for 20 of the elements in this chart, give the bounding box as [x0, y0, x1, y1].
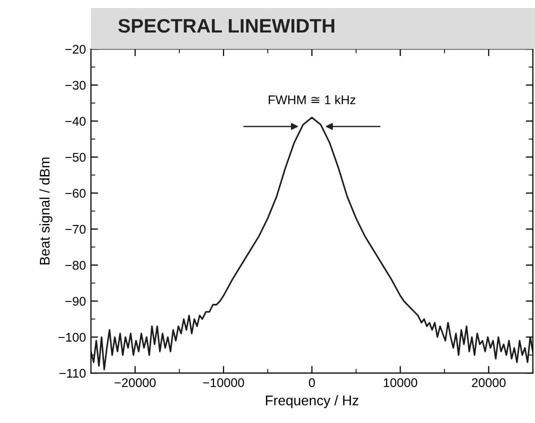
y-tick-label: −100	[58, 332, 86, 342]
line-series	[90, 116, 533, 370]
chart-title: SPECTRAL LINEWIDTH	[118, 18, 334, 33]
y-tick-label: −80	[66, 260, 86, 270]
y-tick-label: −50	[66, 152, 86, 162]
y-tick-label: −20	[66, 44, 86, 54]
x-tick-label: −20000	[114, 378, 156, 388]
y-tick-label: −110	[59, 368, 86, 378]
x-tick-label: 10000	[384, 378, 418, 388]
y-tick-label: −70	[66, 224, 86, 234]
x-tick-label: 0	[308, 378, 315, 388]
x-tick-label: −10000	[203, 378, 244, 388]
y-tick-label: −90	[66, 296, 86, 306]
y-axis-title: Beat signal / dBm	[39, 158, 52, 264]
x-axis-title: Frequency / Hz	[266, 395, 358, 408]
y-tick-label: −40	[66, 116, 86, 126]
x-tick-label: 20000	[472, 378, 506, 388]
y-tick-label: −30	[66, 80, 86, 90]
annotation: FWHM ≅ 1 kHz	[268, 95, 356, 104]
y-tick-label: −60	[66, 188, 86, 198]
